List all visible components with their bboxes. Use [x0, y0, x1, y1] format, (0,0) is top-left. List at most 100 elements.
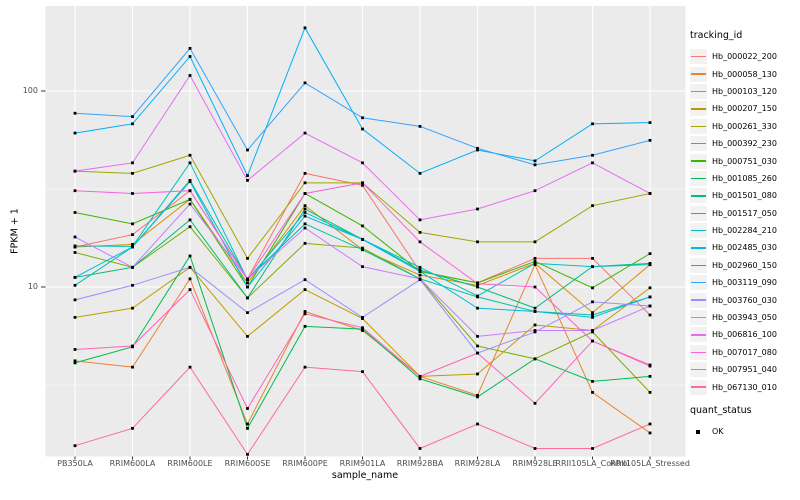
quant-legend-title: quant_status — [690, 404, 752, 416]
data-point — [648, 390, 652, 394]
legend: tracking_id Hb_000022_200 Hb_000058_130 Hb… — [690, 0, 800, 440]
legend-item: Hb_067130_010 — [690, 378, 800, 395]
data-point — [476, 334, 479, 338]
legend-key-icon — [690, 240, 707, 256]
data-point — [533, 256, 537, 260]
data-point — [131, 242, 134, 246]
data-point — [73, 251, 77, 254]
legend-key-icon — [690, 83, 707, 99]
data-point — [533, 260, 537, 263]
data-point — [73, 211, 77, 214]
data-point — [246, 334, 249, 338]
data-point — [648, 252, 652, 256]
data-point — [131, 344, 134, 348]
data-point — [476, 344, 479, 348]
data-point — [648, 286, 652, 290]
data-point — [246, 422, 249, 426]
legend-key-icon — [690, 327, 707, 343]
data-point — [246, 281, 249, 285]
data-point — [73, 361, 77, 365]
x-tick-label: RRII105LA_Control — [555, 459, 630, 468]
data-point — [73, 298, 77, 302]
legend-label: Hb_000058_130 — [712, 69, 777, 79]
data-point — [188, 55, 192, 58]
data-point — [188, 189, 192, 193]
data-point — [188, 74, 192, 77]
data-point — [188, 218, 192, 222]
data-point — [303, 278, 307, 282]
data-point — [73, 169, 77, 173]
legend-label: Hb_000022_200 — [712, 52, 777, 62]
data-point — [131, 115, 134, 119]
legend-key-icon — [690, 275, 707, 291]
x-tick-label: RRIM600LE — [167, 459, 213, 468]
data-point — [591, 256, 594, 260]
data-point — [131, 365, 134, 369]
legend-label: Hb_000261_330 — [712, 121, 777, 131]
data-point — [188, 225, 192, 229]
data-point — [361, 237, 364, 241]
data-point — [361, 329, 364, 332]
legend-item: Hb_000261_330 — [690, 118, 800, 135]
data-point — [73, 275, 77, 279]
y-tick-label-10: 10 — [27, 282, 38, 291]
data-point — [188, 161, 192, 165]
series-layer — [73, 26, 652, 456]
data-point — [476, 282, 479, 286]
data-point — [533, 240, 537, 244]
data-point — [533, 163, 537, 167]
data-point — [418, 171, 422, 175]
data-point — [303, 192, 307, 195]
data-point — [131, 265, 134, 269]
legend-item: Hb_006816_100 — [690, 326, 800, 343]
data-point — [591, 265, 594, 269]
data-point — [73, 244, 77, 248]
x-tick-label: RRIM928LE — [512, 459, 558, 468]
data-point — [648, 263, 652, 267]
legend-item: Hb_002960_150 — [690, 257, 800, 274]
legend-item: Hb_002284_210 — [690, 222, 800, 239]
data-point — [476, 207, 479, 211]
data-point — [418, 270, 422, 273]
data-point — [533, 306, 537, 310]
data-point — [246, 311, 249, 315]
data-point — [418, 377, 422, 381]
legend-item: Hb_003760_030 — [690, 291, 800, 308]
data-point — [303, 241, 307, 245]
data-point — [131, 222, 134, 226]
data-point — [361, 161, 364, 165]
legend-label: Hb_006816_100 — [712, 330, 777, 340]
plot-panel — [45, 6, 686, 457]
ok-marker-icon — [690, 424, 707, 439]
data-point — [648, 364, 652, 368]
data-point — [418, 273, 422, 277]
data-point — [246, 426, 249, 430]
legend-item: Hb_001085_260 — [690, 170, 800, 187]
data-point — [303, 288, 307, 291]
legend-item: Hb_003943_050 — [690, 309, 800, 326]
data-point — [303, 310, 307, 313]
data-point — [188, 365, 192, 369]
quant-legend-item: OK — [690, 423, 800, 440]
data-point — [131, 245, 134, 249]
legend-title: tracking_id — [690, 30, 743, 41]
data-point — [591, 313, 594, 317]
data-point — [648, 422, 652, 426]
data-point — [476, 294, 479, 298]
legend-key-icon — [690, 379, 707, 395]
legend-label: Hb_003119_090 — [712, 278, 777, 288]
data-point — [361, 224, 364, 228]
data-point — [303, 214, 307, 218]
legend-item: Hb_003119_090 — [690, 274, 800, 291]
data-point — [418, 230, 422, 234]
legend-label: Hb_000207_150 — [712, 104, 777, 114]
data-point — [246, 452, 249, 456]
data-point — [533, 310, 537, 313]
data-point — [131, 192, 134, 195]
x-tick-label: RRIM901LA — [339, 459, 386, 468]
x-tick-label: RRIM600LA — [109, 459, 156, 468]
data-point — [361, 248, 364, 252]
legend-label: Hb_002485_030 — [712, 243, 777, 253]
legend-label: Hb_007017_080 — [712, 347, 777, 357]
